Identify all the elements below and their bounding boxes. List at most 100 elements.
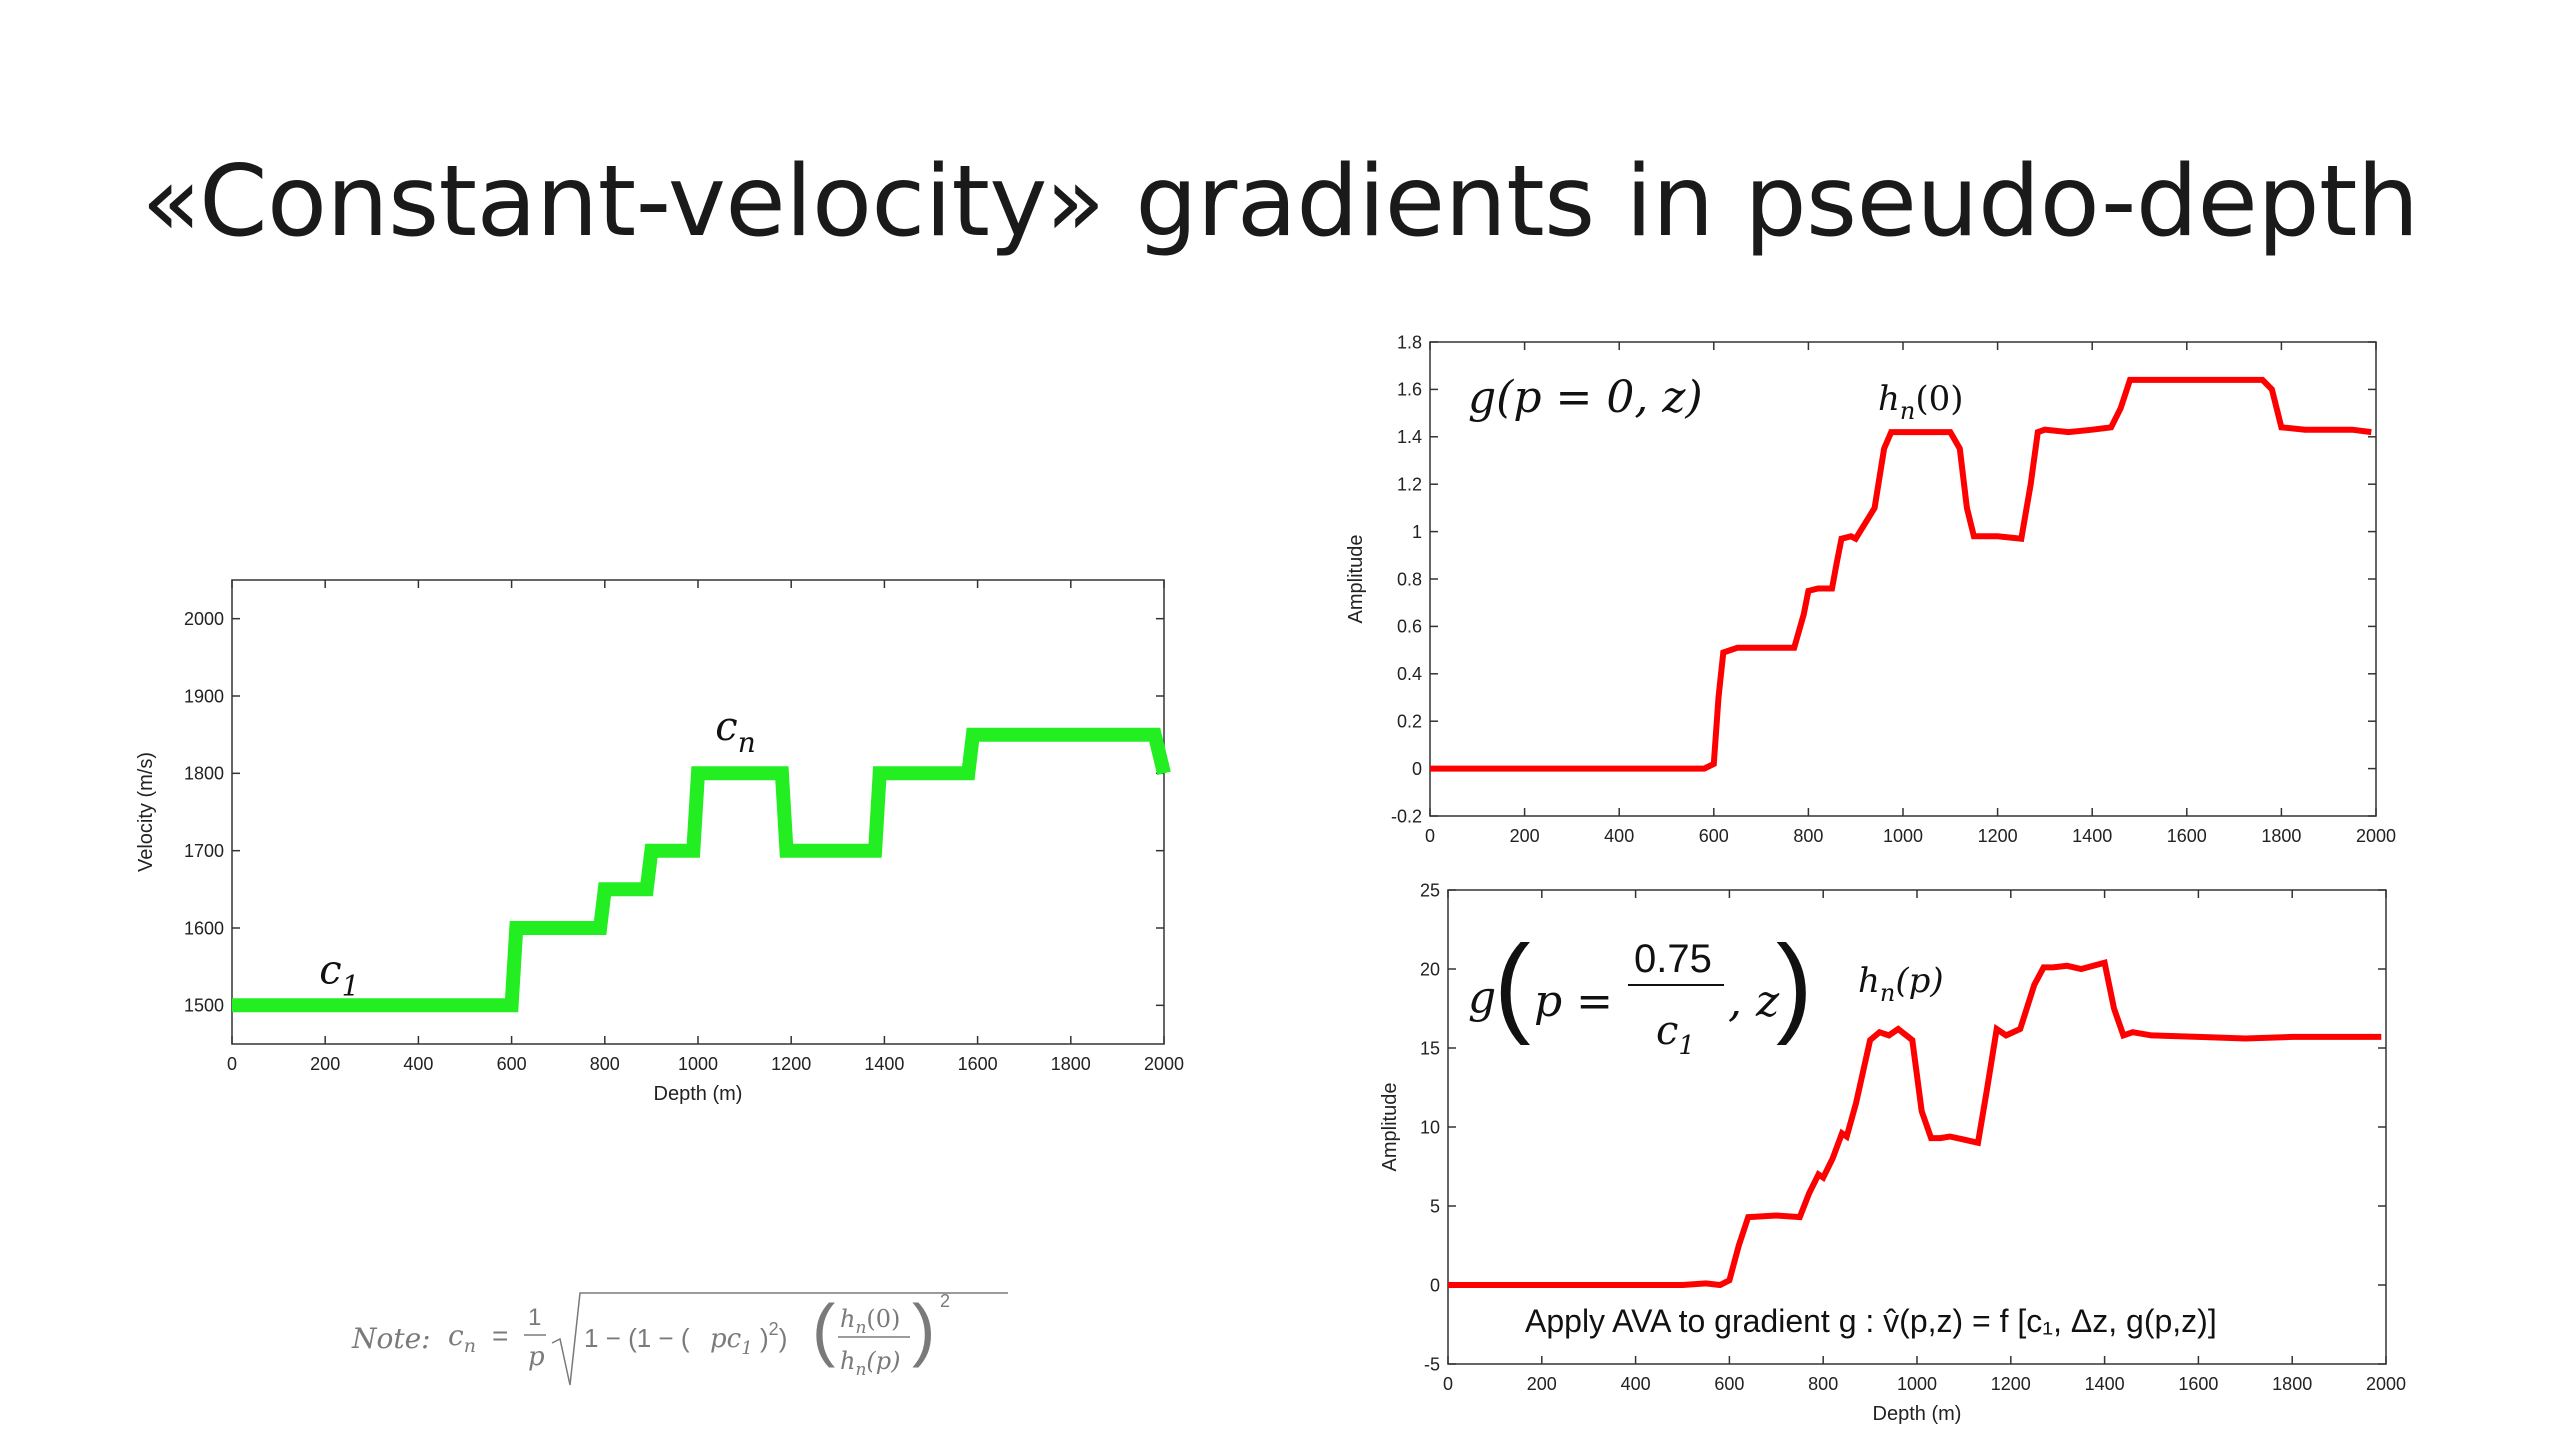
plot-title-denominator-sub: 1 xyxy=(1678,1031,1695,1061)
svg-text:hn(p): hn(p) xyxy=(840,1347,901,1380)
x-tick-label: 2000 xyxy=(2356,826,2396,846)
svg-text:p: p xyxy=(528,1342,545,1372)
y-tick-label: 1 xyxy=(1412,522,1422,542)
x-tick-label: 400 xyxy=(403,1054,433,1074)
plot-title-args: (p = 0, z) xyxy=(1496,372,1703,423)
svg-text:(: ( xyxy=(812,1290,835,1368)
y-axis-label: Velocity (m/s) xyxy=(135,752,157,872)
y-tick-label: 0 xyxy=(1412,759,1422,779)
y-tick-label: -5 xyxy=(1424,1354,1440,1374)
x-tick-label: 1000 xyxy=(1897,1374,1937,1394)
x-tick-label: 1600 xyxy=(958,1054,998,1074)
svg-text:cn: cn xyxy=(448,1319,476,1357)
plot-title-denominator: c1 xyxy=(1656,1008,1695,1061)
y-tick-label: 1500 xyxy=(184,996,224,1016)
data-series-line xyxy=(232,727,1171,1013)
annotation-subscript: n xyxy=(738,726,756,759)
x-tick-label: 1400 xyxy=(2085,1374,2125,1394)
x-tick-label: 1400 xyxy=(2072,826,2112,846)
svg-text:1: 1 xyxy=(528,1304,541,1331)
y-tick-label: 1800 xyxy=(184,764,224,784)
plot-title-z: , z xyxy=(1728,976,1780,1027)
x-tick-label: 800 xyxy=(1793,826,1823,846)
x-tick-label: 1800 xyxy=(2261,826,2301,846)
x-tick-label: 600 xyxy=(1714,1374,1744,1394)
x-tick-label: 200 xyxy=(1510,826,1540,846)
x-tick-label: 0 xyxy=(227,1054,237,1074)
x-tick-label: 1200 xyxy=(1991,1374,2031,1394)
y-tick-label: 5 xyxy=(1430,1196,1440,1216)
annotation-subscript: n xyxy=(1900,397,1915,425)
plot-title-paren-open: ( xyxy=(1494,923,1531,1046)
x-tick-label: 1000 xyxy=(678,1054,718,1074)
annotation-subscript: 1 xyxy=(342,970,360,1003)
y-tick-label: 1.2 xyxy=(1397,475,1422,495)
x-tick-label: 1800 xyxy=(2272,1374,2312,1394)
x-axis-label: Depth (m) xyxy=(654,1083,743,1105)
note-formula-graphic: cn = 1 p 1 − (1 − ( pc1 )2) ( hn(0) hn(p… xyxy=(448,1290,1008,1386)
y-tick-label: 25 xyxy=(1420,880,1440,900)
data-series-line xyxy=(1430,376,2372,772)
y-tick-label: -0.2 xyxy=(1391,806,1422,826)
y-tick-label: 1.4 xyxy=(1397,427,1422,447)
x-tick-label: 800 xyxy=(590,1054,620,1074)
velocity-plot: 0 200 400 600 800 1000 1200 1400 1600 1800 2000 150… xyxy=(135,579,1184,1105)
x-tick-label: 200 xyxy=(310,1054,340,1074)
x-tick-label: 400 xyxy=(1621,1374,1651,1394)
svg-text:=: = xyxy=(492,1320,508,1351)
plot-title-p: p = xyxy=(1534,976,1613,1027)
y-tick-label: 20 xyxy=(1420,959,1440,979)
note-formula: Note: cn = 1 p 1 − (1 − ( pc1 )2) ( hn(0… xyxy=(352,1285,1008,1395)
y-tick-label: 1900 xyxy=(184,686,224,706)
y-tick-label: 2000 xyxy=(184,609,224,629)
data-series-line xyxy=(1448,958,2382,1289)
plot-title-g: g xyxy=(1468,972,1496,1023)
x-tick-label: 800 xyxy=(1808,1374,1838,1394)
annotation-args: (p) xyxy=(1895,961,1943,1001)
x-axis-label: Depth (m) xyxy=(1873,1403,1962,1425)
x-tick-label: 1600 xyxy=(2178,1374,2218,1394)
annotation-args: (0) xyxy=(1915,379,1963,419)
plot-caption: Apply AVA to gradient g : v̂(p,z) = f [c… xyxy=(1525,1303,2217,1339)
note-label: Note: xyxy=(352,1321,431,1355)
x-tick-label: 1200 xyxy=(1978,826,2018,846)
x-tick-label: 600 xyxy=(1699,826,1729,846)
y-tick-label: 1.8 xyxy=(1397,332,1422,352)
y-tick-label: 10 xyxy=(1420,1117,1440,1137)
svg-text:)2): )2) xyxy=(760,1319,787,1353)
svg-text:1 − (1 − (: 1 − (1 − ( xyxy=(584,1323,690,1353)
y-axis-label: Amplitude xyxy=(1345,535,1367,624)
y-tick-label: 15 xyxy=(1420,1038,1440,1058)
x-tick-label: 600 xyxy=(497,1054,527,1074)
slide-title: «Constant-velocity» gradients in pseudo-… xyxy=(141,145,2419,259)
y-tick-label: 0.8 xyxy=(1397,569,1422,589)
y-tick-label: 0 xyxy=(1430,1275,1440,1295)
amplitude-p075-plot: 0 200 400 600 800 1000 1200 1400 1600 1800 2000 -5 0… xyxy=(1379,880,2406,1425)
svg-text:): ) xyxy=(912,1290,935,1368)
y-tick-label: 0.2 xyxy=(1397,712,1422,732)
annotation-label: hn(p) xyxy=(1858,961,1944,1007)
svg-text:pc1: pc1 xyxy=(710,1324,753,1359)
annotation-subscript: n xyxy=(1880,979,1895,1007)
plot-frame xyxy=(1429,341,2377,817)
x-tick-label: 2000 xyxy=(1144,1054,1184,1074)
x-tick-label: 1000 xyxy=(1883,826,1923,846)
y-tick-label: 1.6 xyxy=(1397,380,1422,400)
plot-title: g(p = 0, z) xyxy=(1468,372,1703,423)
x-tick-label: 400 xyxy=(1604,826,1634,846)
y-tick-label: 0.4 xyxy=(1397,664,1422,684)
x-tick-label: 2000 xyxy=(2366,1374,2406,1394)
y-tick-label: 1600 xyxy=(184,918,224,938)
x-tick-label: 1400 xyxy=(864,1054,904,1074)
plot-title-numerator: 0.75 xyxy=(1634,937,1712,981)
amplitude-p0-plot: 0 200 400 600 800 1000 1200 1400 1600 1800 2000 -0.… xyxy=(1345,332,2396,846)
y-axis-label: Amplitude xyxy=(1379,1083,1401,1172)
x-tick-label: 0 xyxy=(1425,826,1435,846)
annotation-label: hn(0) xyxy=(1878,379,1964,425)
x-tick-label: 1200 xyxy=(771,1054,811,1074)
x-tick-label: 200 xyxy=(1527,1374,1557,1394)
x-tick-label: 1600 xyxy=(2167,826,2207,846)
svg-text:hn(0): hn(0) xyxy=(840,1305,900,1338)
y-tick-label: 1700 xyxy=(184,841,224,861)
